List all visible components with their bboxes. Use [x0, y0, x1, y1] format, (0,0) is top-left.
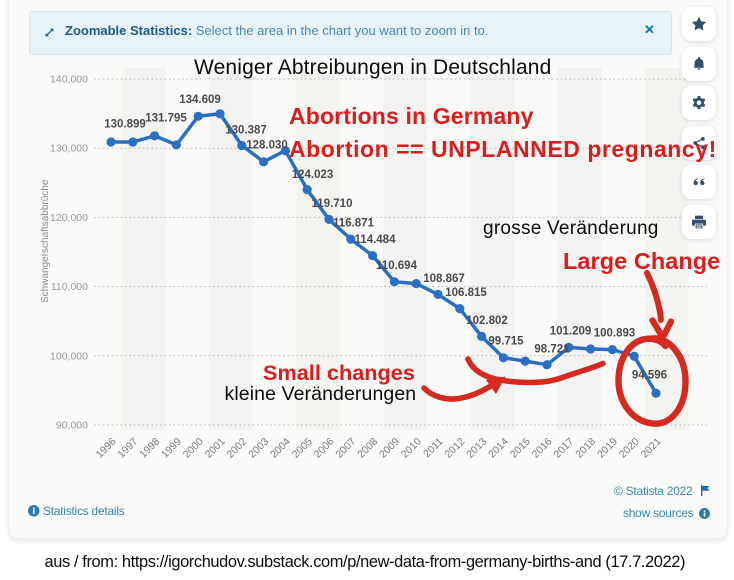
svg-text:128.030: 128.030	[246, 140, 288, 152]
svg-text:2012: 2012	[442, 436, 467, 461]
svg-text:130.899: 130.899	[104, 119, 146, 131]
svg-text:Schwangerschaftsabbrüche: Schwangerschaftsabbrüche	[40, 179, 51, 303]
svg-text:108.867: 108.867	[423, 273, 465, 285]
svg-text:98.721: 98.721	[534, 344, 570, 356]
svg-text:1996: 1996	[94, 436, 119, 461]
svg-text:2018: 2018	[573, 436, 598, 461]
svg-text:116.871: 116.871	[333, 218, 375, 230]
svg-text:114.484: 114.484	[355, 234, 397, 246]
svg-text:2009: 2009	[377, 436, 402, 461]
svg-text:2015: 2015	[508, 436, 533, 461]
svg-text:101.209: 101.209	[550, 326, 592, 338]
svg-text:2006: 2006	[312, 436, 337, 461]
svg-text:119.710: 119.710	[312, 198, 353, 210]
svg-text:2004: 2004	[268, 436, 293, 461]
svg-text:2019: 2019	[595, 436, 620, 461]
svg-text:2021: 2021	[639, 436, 664, 461]
svg-text:1999: 1999	[159, 436, 184, 461]
svg-text:2008: 2008	[355, 436, 380, 461]
svg-text:1997: 1997	[115, 436, 140, 461]
svg-text:100,000: 100,000	[50, 350, 88, 362]
svg-text:2016: 2016	[530, 436, 555, 461]
svg-text:134.609: 134.609	[179, 94, 221, 106]
svg-text:102.802: 102.802	[466, 315, 508, 327]
svg-text:2005: 2005	[290, 436, 315, 461]
svg-text:130,000: 130,000	[50, 143, 88, 155]
svg-text:100.893: 100.893	[594, 328, 636, 340]
svg-text:2007: 2007	[333, 436, 358, 461]
svg-text:2010: 2010	[399, 436, 424, 461]
svg-text:2000: 2000	[181, 436, 206, 461]
svg-text:124.023: 124.023	[292, 169, 334, 181]
svg-text:106.815: 106.815	[445, 287, 487, 299]
svg-text:2017: 2017	[551, 436, 576, 461]
svg-text:120,000: 120,000	[50, 212, 88, 224]
svg-text:2020: 2020	[617, 436, 642, 461]
svg-text:99.715: 99.715	[488, 336, 524, 348]
svg-text:2003: 2003	[246, 436, 271, 461]
svg-text:90,000: 90,000	[56, 420, 88, 432]
svg-text:110,000: 110,000	[51, 281, 88, 293]
svg-text:2001: 2001	[203, 436, 228, 461]
svg-text:2013: 2013	[464, 436, 489, 461]
svg-text:2014: 2014	[486, 436, 511, 461]
svg-text:140,000: 140,000	[50, 74, 88, 86]
svg-text:2011: 2011	[421, 436, 446, 461]
svg-text:2002: 2002	[224, 436, 249, 461]
svg-text:110.694: 110.694	[376, 260, 418, 272]
svg-text:130.387: 130.387	[225, 125, 267, 137]
svg-text:1998: 1998	[137, 436, 162, 461]
svg-text:131.795: 131.795	[145, 113, 187, 125]
svg-text:94.596: 94.596	[632, 370, 667, 382]
